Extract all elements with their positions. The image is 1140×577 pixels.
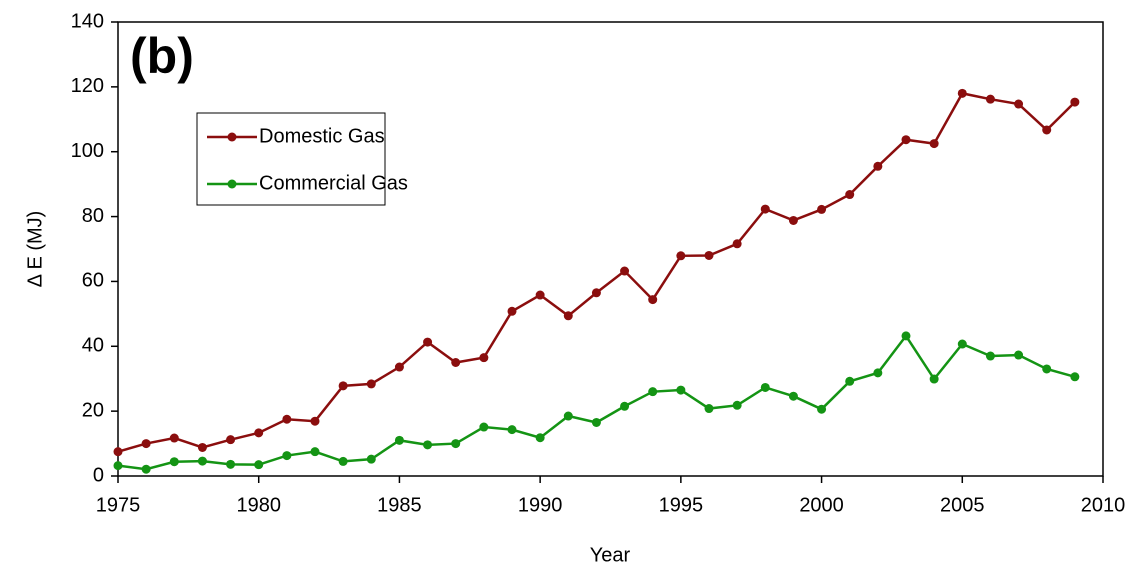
data-point [479, 422, 489, 432]
data-point [563, 311, 573, 321]
data-point [985, 351, 995, 361]
data-point [1014, 99, 1024, 109]
data-point [676, 385, 686, 395]
x-tick-label: 2010 [1081, 494, 1126, 516]
data-point [817, 404, 827, 414]
data-point [648, 387, 658, 397]
data-point [929, 374, 939, 384]
data-point [957, 88, 967, 98]
x-tick-label: 1980 [236, 494, 281, 516]
legend-label: Domestic Gas [259, 125, 385, 147]
x-tick-label: 1995 [659, 494, 704, 516]
data-point [704, 404, 714, 414]
data-point [366, 454, 376, 464]
x-tick-label: 1990 [518, 494, 563, 516]
data-point [985, 94, 995, 104]
data-point [563, 411, 573, 421]
data-point [929, 139, 939, 149]
data-point [901, 331, 911, 341]
data-point [620, 266, 630, 276]
x-tick-label: 1985 [377, 494, 422, 516]
data-point [197, 456, 207, 466]
legend-box [196, 112, 386, 206]
data-point [591, 288, 601, 298]
data-point [338, 456, 348, 466]
data-point [957, 339, 967, 349]
data-point [732, 400, 742, 410]
x-tick-label: 2005 [940, 494, 985, 516]
data-point [1014, 350, 1024, 360]
y-tick-label: 20 [82, 399, 104, 421]
data-point [760, 204, 770, 214]
data-point [1070, 97, 1080, 107]
legend-marker [227, 132, 237, 142]
data-point [169, 457, 179, 467]
plot-frame [117, 21, 1104, 477]
data-point [394, 362, 404, 372]
data-point [507, 306, 517, 316]
data-point [254, 460, 264, 470]
data-point [366, 379, 376, 389]
data-point [1042, 125, 1052, 135]
data-point [141, 439, 151, 449]
data-point [113, 447, 123, 457]
data-point [226, 459, 236, 469]
data-point [282, 414, 292, 424]
y-tick-label: 80 [82, 205, 104, 227]
data-point [479, 353, 489, 363]
data-point [394, 435, 404, 445]
data-point [254, 428, 264, 438]
data-point [226, 435, 236, 445]
data-point [535, 290, 545, 300]
data-point [873, 368, 883, 378]
x-tick-label: 1975 [96, 494, 141, 516]
data-point [845, 190, 855, 200]
data-point [845, 376, 855, 386]
data-point [760, 382, 770, 392]
data-point [423, 337, 433, 347]
data-point [169, 433, 179, 443]
y-axis-label: Δ E (MJ) [24, 211, 46, 288]
data-point [648, 295, 658, 305]
data-point [535, 433, 545, 443]
series-line [117, 333, 1076, 471]
data-point [141, 464, 151, 474]
x-axis-label: Year [590, 544, 631, 566]
data-point [788, 215, 798, 225]
data-point [1070, 372, 1080, 382]
data-point [507, 425, 517, 435]
data-point [704, 250, 714, 260]
data-point [310, 447, 320, 457]
y-tick-label: 0 [93, 464, 104, 486]
data-point [676, 251, 686, 261]
data-point [197, 442, 207, 452]
data-point [788, 391, 798, 401]
legend-marker [227, 179, 237, 189]
data-point [901, 135, 911, 145]
data-point [282, 451, 292, 461]
data-point [113, 461, 123, 471]
y-tick-label: 100 [71, 140, 104, 162]
data-point [423, 440, 433, 450]
x-tick-label: 2000 [799, 494, 844, 516]
data-point [873, 161, 883, 171]
data-point [620, 401, 630, 411]
panel-label: (b) [130, 28, 194, 84]
data-point [310, 416, 320, 426]
y-tick-label: 140 [71, 10, 104, 32]
y-tick-label: 120 [71, 75, 104, 97]
data-point [451, 358, 461, 367]
data-point [1042, 364, 1052, 374]
data-point [732, 239, 742, 249]
legend-label: Commercial Gas [259, 172, 408, 194]
data-point [338, 381, 348, 391]
data-point [817, 204, 827, 214]
y-tick-label: 40 [82, 335, 104, 357]
data-point [451, 439, 461, 449]
y-tick-label: 60 [82, 270, 104, 292]
data-point [591, 417, 601, 427]
